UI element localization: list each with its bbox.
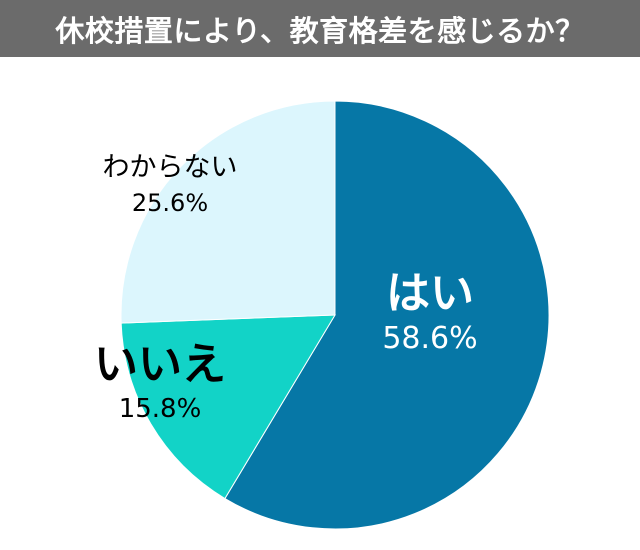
slice-label-unknown: わからない 25.6%: [75, 150, 265, 220]
slice-value-yes: 58.6%: [382, 321, 478, 356]
slice-category-unknown: わからない: [102, 152, 238, 183]
slice-value-no: 15.8%: [118, 394, 202, 424]
pie-slice-yes: [224, 100, 550, 530]
pie-slice-unknown: [120, 100, 336, 324]
slice-label-no: いいえ 15.8%: [70, 338, 250, 426]
slice-label-yes: はい 58.6%: [335, 268, 525, 358]
slice-category-yes: はい: [386, 268, 474, 319]
chart-title: 休校措置により、教育格差を感じるか？: [0, 0, 640, 57]
slice-category-no: いいえ: [94, 339, 226, 390]
slice-value-unknown: 25.6%: [131, 189, 209, 217]
pie-slice-no: [120, 314, 336, 500]
